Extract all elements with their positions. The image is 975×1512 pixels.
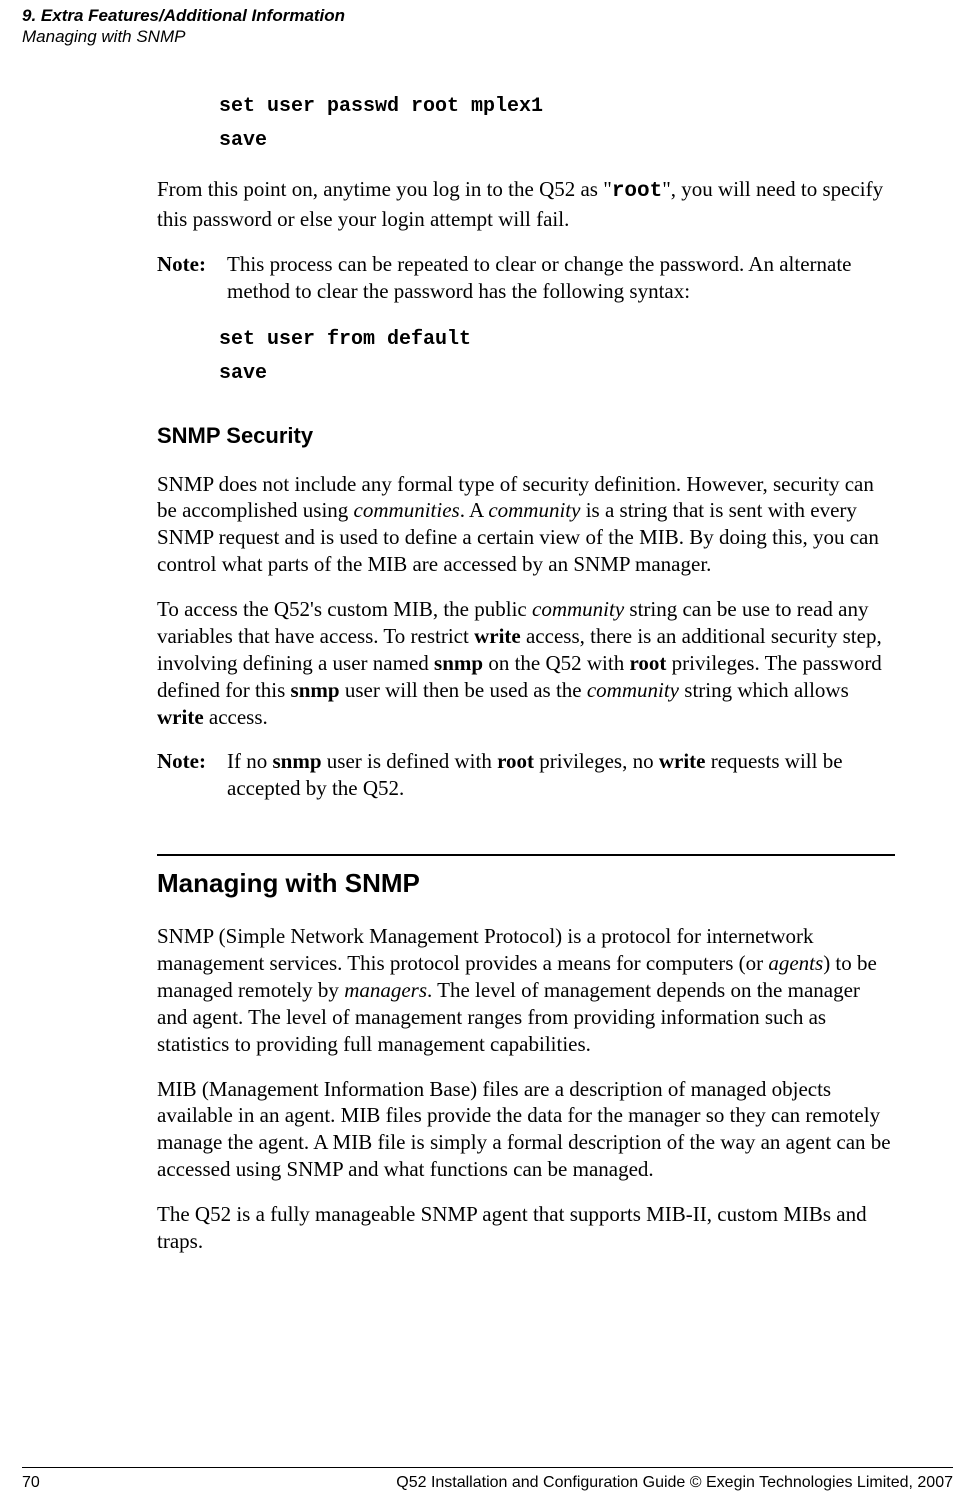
bold-run: write	[157, 705, 204, 729]
header-chapter-title: 9. Extra Features/Additional Information	[22, 6, 953, 26]
text-run: If no	[227, 749, 273, 773]
code-line: set user passwd root mplex1	[219, 90, 895, 124]
bold-run: root	[629, 651, 666, 675]
paragraph: From this point on, anytime you log in t…	[157, 176, 895, 233]
italic-run: communities	[354, 498, 460, 522]
code-block-set-default: set user from default save	[219, 323, 895, 391]
bold-run: snmp	[273, 749, 322, 773]
paragraph: SNMP (Simple Network Management Protocol…	[157, 923, 895, 1057]
code-line: save	[219, 357, 895, 391]
italic-run: community	[488, 498, 580, 522]
paragraph: The Q52 is a fully manageable SNMP agent…	[157, 1201, 895, 1255]
heading-managing-snmp: Managing with SNMP	[157, 854, 895, 899]
text-run: From this point on, anytime you log in t…	[157, 177, 612, 201]
paragraph: MIB (Management Information Base) files …	[157, 1076, 895, 1184]
footer-page-number: 70	[22, 1474, 40, 1492]
text-run: . A	[460, 498, 489, 522]
italic-run: managers	[344, 978, 427, 1002]
text-run: To access the Q52's custom MIB, the publ…	[157, 597, 532, 621]
bold-run: write	[659, 749, 706, 773]
note-label: Note:	[157, 748, 209, 802]
header-section-title: Managing with SNMP	[22, 27, 953, 47]
note-body: If no snmp user is defined with root pri…	[227, 748, 895, 802]
paragraph: SNMP does not include any formal type of…	[157, 471, 895, 579]
text-run: access.	[204, 705, 268, 729]
heading-snmp-security: SNMP Security	[157, 423, 895, 449]
italic-run: community	[587, 678, 679, 702]
code-line: set user from default	[219, 323, 895, 357]
bold-run: snmp	[434, 651, 483, 675]
bold-run: snmp	[291, 678, 340, 702]
note-block: Note: This process can be repeated to cl…	[157, 251, 895, 305]
italic-run: community	[532, 597, 624, 621]
code-block-set-passwd: set user passwd root mplex1 save	[219, 90, 895, 158]
code-inline-root: root	[612, 180, 662, 203]
note-label: Note:	[157, 251, 209, 305]
text-run: on the Q52 with	[483, 651, 629, 675]
page-footer: 70 Q52 Installation and Configuration Gu…	[22, 1467, 953, 1492]
body-column: set user passwd root mplex1 save From th…	[157, 90, 895, 1273]
note-body: This process can be repeated to clear or…	[227, 251, 895, 305]
footer-copyright: Q52 Installation and Configuration Guide…	[396, 1474, 953, 1492]
italic-run: agents	[768, 951, 823, 975]
bold-run: write	[474, 624, 521, 648]
code-line: save	[219, 124, 895, 158]
text-run: user is defined with	[322, 749, 498, 773]
bold-run: root	[497, 749, 534, 773]
page-header: 9. Extra Features/Additional Information…	[22, 6, 953, 48]
text-run: string which allows	[679, 678, 849, 702]
text-run: privileges, no	[534, 749, 659, 773]
page: 9. Extra Features/Additional Information…	[0, 0, 975, 1512]
text-run: user will then be used as the	[340, 678, 587, 702]
text-run: SNMP (Simple Network Management Protocol…	[157, 924, 814, 975]
paragraph: To access the Q52's custom MIB, the publ…	[157, 596, 895, 730]
note-block: Note: If no snmp user is defined with ro…	[157, 748, 895, 802]
